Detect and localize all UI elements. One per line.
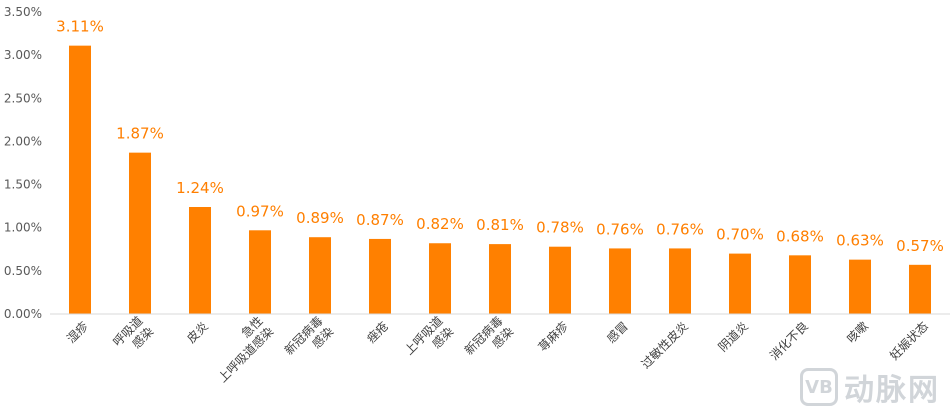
bar: [249, 230, 271, 314]
x-tick-label: 阴道炎: [716, 319, 751, 354]
x-tick-text: 阴道炎: [716, 319, 751, 354]
x-tick-text: 新冠病毒感染: [281, 313, 336, 368]
bar: [609, 248, 631, 314]
x-tick-label: 呼吸道感染: [110, 314, 156, 360]
x-tick-label: 荨麻疹: [535, 318, 571, 354]
x-tick-text: 湿疹: [63, 318, 91, 346]
x-tick-text: 皮炎: [184, 319, 211, 346]
bar: [549, 246, 571, 314]
x-tick-text: 消化不良: [766, 318, 811, 363]
x-tick-text: 荨麻疹: [535, 318, 571, 354]
data-label: 0.82%: [416, 215, 464, 233]
bar: [189, 207, 211, 314]
y-tick-label: 1.00%: [4, 221, 42, 235]
watermark-text: 动脉网: [844, 373, 940, 408]
x-tick-label: 感冒: [603, 318, 631, 346]
y-tick-label: 1.50%: [4, 178, 42, 192]
x-tick-line: 阴道炎: [716, 319, 751, 354]
bar: [849, 259, 871, 314]
x-tick-line: 咳嗽: [844, 319, 871, 346]
bar: [729, 253, 751, 314]
data-label: 0.97%: [236, 202, 284, 220]
bar: [489, 244, 511, 314]
x-tick-text: 咳嗽: [844, 319, 871, 346]
x-tick-label: 过敏性皮炎: [638, 318, 691, 371]
y-tick-label: 3.00%: [4, 48, 42, 62]
y-tick-label: 2.00%: [4, 134, 42, 148]
x-tick-text: 过敏性皮炎: [638, 318, 691, 371]
data-label: 0.57%: [896, 237, 944, 255]
data-label: 0.76%: [656, 220, 704, 238]
bar: [429, 243, 451, 314]
x-tick-text: 妊娠状态: [887, 319, 931, 363]
x-tick-label: 咳嗽: [844, 319, 871, 346]
x-tick-line: 过敏性皮炎: [638, 318, 691, 371]
x-tick-line: 妊娠状态: [887, 319, 931, 363]
y-tick-label: 0.00%: [4, 307, 42, 321]
data-label: 0.76%: [596, 220, 644, 238]
bars: [69, 45, 931, 314]
bar: [369, 238, 391, 314]
data-label: 0.70%: [716, 226, 764, 244]
watermark-logo-icon: VB: [800, 368, 838, 406]
x-tick-label: 皮炎: [184, 319, 211, 346]
x-tick-label: 新冠病毒感染: [461, 313, 516, 368]
x-tick-text: 呼吸道感染: [110, 314, 156, 360]
data-label: 0.63%: [836, 232, 884, 250]
data-label: 0.78%: [536, 219, 584, 237]
y-tick-label: 2.50%: [4, 91, 42, 105]
x-tick-line: 荨麻疹: [535, 318, 571, 354]
x-tick-line: 湿疹: [63, 318, 91, 346]
x-tick-text: 感冒: [603, 318, 631, 346]
data-label: 1.87%: [116, 125, 164, 143]
x-tick-line: 皮炎: [184, 319, 211, 346]
data-labels: 3.11% 1.87% 1.24% 0.97% 0.89% 0.87% 0.82% 0.81%…: [56, 18, 944, 255]
bar: [129, 152, 151, 314]
x-tick-label: 新冠病毒感染: [281, 313, 336, 368]
y-tick-label: 0.50%: [4, 264, 42, 278]
y-axis-ticks: 0.00% 0.50% 1.00% 1.50% 2.00% 2.50% 3.00% 3.50%: [4, 5, 42, 321]
x-tick-label: 妊娠状态: [887, 319, 931, 363]
bar: [69, 45, 91, 314]
watermark: VB 动脉网: [800, 365, 940, 409]
data-label: 0.87%: [356, 211, 404, 229]
x-tick-label: 上呼吸道感染: [402, 314, 456, 368]
x-tick-text: 上呼吸道感染: [402, 314, 456, 368]
bar: [909, 264, 931, 314]
data-label: 0.89%: [296, 209, 344, 227]
data-label: 0.68%: [776, 227, 824, 245]
bar: [789, 255, 811, 314]
y-tick-label: 3.50%: [4, 5, 42, 19]
data-label: 1.24%: [176, 179, 224, 197]
x-tick-label: 急性上呼吸道感染: [204, 313, 277, 385]
x-tick-label: 消化不良: [766, 318, 811, 363]
data-label: 3.11%: [56, 18, 104, 36]
x-tick-line: 痤疮: [363, 318, 391, 346]
data-label: 0.81%: [476, 216, 524, 234]
x-tick-text: 痤疮: [363, 318, 391, 346]
x-tick-label: 痤疮: [363, 318, 391, 346]
x-tick-text: 急性上呼吸道感染: [204, 313, 276, 385]
bar: [669, 248, 691, 314]
bar: [309, 237, 331, 314]
x-tick-text: 新冠病毒感染: [461, 313, 516, 368]
x-tick-label: 湿疹: [63, 318, 91, 346]
x-tick-line: 感冒: [603, 318, 631, 346]
x-tick-line: 消化不良: [766, 318, 811, 363]
